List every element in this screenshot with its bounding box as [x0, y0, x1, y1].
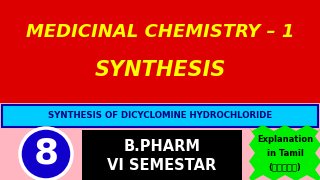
Text: in Tamil: in Tamil: [267, 148, 303, 158]
FancyBboxPatch shape: [82, 130, 242, 180]
Text: Explanation: Explanation: [257, 134, 313, 143]
Text: (தமிழ்): (தமிழ்): [268, 163, 301, 172]
Text: 8: 8: [33, 137, 59, 171]
Text: B.PHARM: B.PHARM: [124, 139, 201, 154]
Polygon shape: [249, 125, 320, 180]
Circle shape: [20, 128, 72, 180]
FancyBboxPatch shape: [2, 105, 318, 127]
FancyBboxPatch shape: [0, 0, 320, 103]
Text: VI SEMESTAR: VI SEMESTAR: [108, 158, 217, 172]
Text: SYNTHESIS: SYNTHESIS: [94, 60, 226, 80]
Text: SYNTHESIS OF DICYCLOMINE HYDROCHLORIDE: SYNTHESIS OF DICYCLOMINE HYDROCHLORIDE: [48, 111, 272, 120]
Text: MEDICINAL CHEMISTRY – 1: MEDICINAL CHEMISTRY – 1: [26, 23, 294, 41]
